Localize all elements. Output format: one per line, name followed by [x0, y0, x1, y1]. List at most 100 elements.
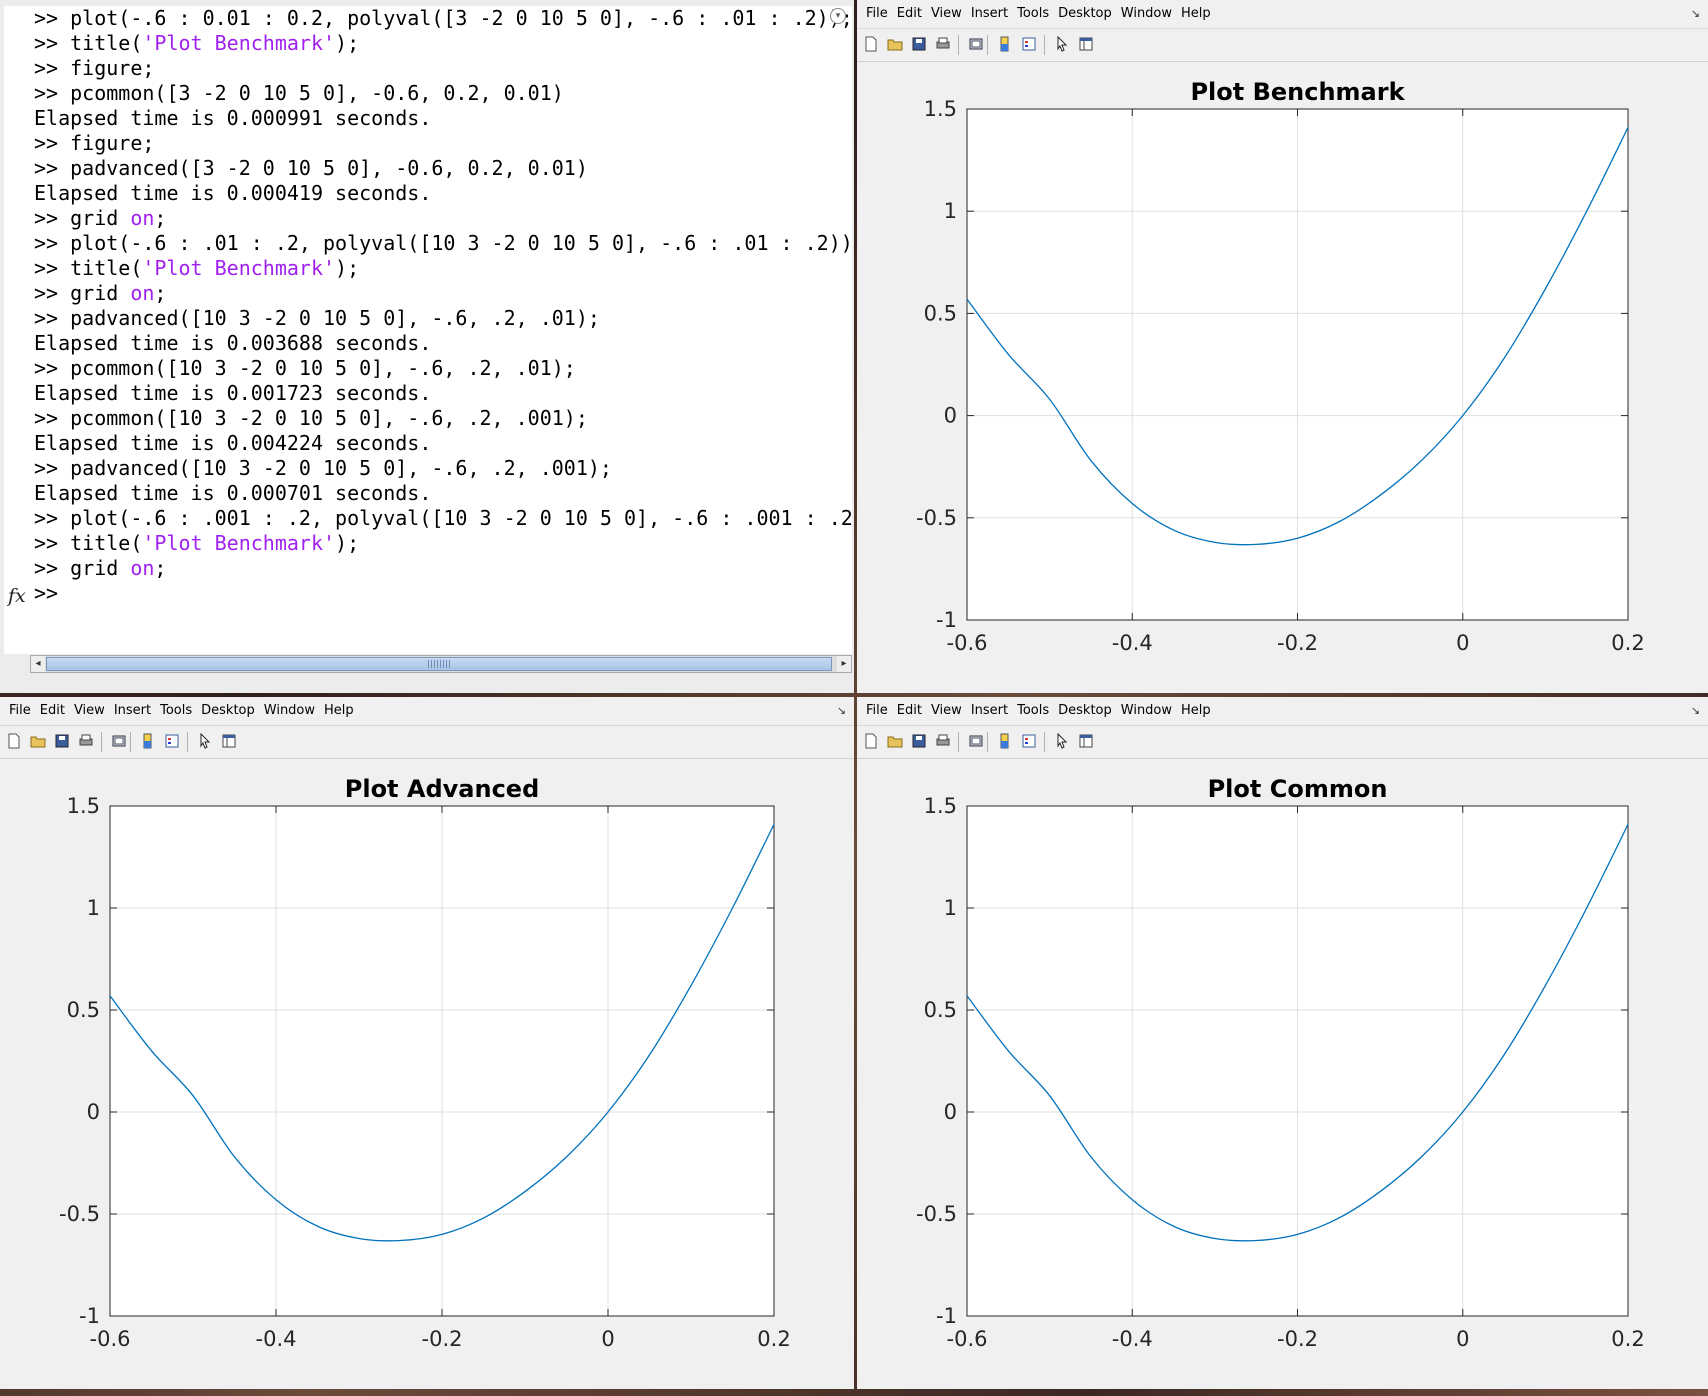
dock-arrow-icon[interactable]: ↘: [1690, 704, 1700, 717]
command-line: >> figure;: [30, 56, 852, 81]
open-file-icon[interactable]: [30, 733, 46, 749]
x-tick-label: 0: [1456, 631, 1469, 655]
axes-box: [966, 805, 1629, 1317]
series-line[interactable]: [109, 824, 775, 1242]
dock-arrow-icon[interactable]: ↘: [836, 704, 846, 717]
new-figure-icon[interactable]: [863, 733, 879, 749]
menu-window[interactable]: Window: [1120, 6, 1173, 21]
command-window[interactable]: >> plot(-.6 : 0.01 : 0.2, polyval([3 -2 …: [0, 0, 854, 693]
legend-icon[interactable]: [1021, 733, 1037, 749]
command-text: >> plot(-.6 : .01 : .2, polyval([10 3 -2…: [34, 231, 852, 255]
command-text: >> grid: [34, 206, 131, 230]
colorbar-icon[interactable]: [140, 733, 156, 749]
menu-insert[interactable]: Insert: [970, 6, 1009, 21]
print-icon[interactable]: [935, 733, 951, 749]
print-icon[interactable]: [78, 733, 94, 749]
property-editor-icon[interactable]: [1078, 36, 1094, 52]
menu-window[interactable]: Window: [263, 703, 316, 718]
series-line[interactable]: [966, 127, 1629, 546]
menu-view[interactable]: View: [930, 703, 962, 718]
print-preview-icon[interactable]: [968, 36, 984, 52]
select-arrow-icon[interactable]: [1054, 35, 1070, 52]
legend-icon[interactable]: [164, 733, 180, 749]
new-figure-icon[interactable]: [6, 733, 22, 749]
menu-help[interactable]: Help: [324, 703, 354, 718]
menu-help[interactable]: Help: [1181, 703, 1211, 718]
menu-edit[interactable]: Edit: [896, 703, 922, 718]
property-editor-icon[interactable]: [221, 733, 237, 749]
command-window-actions-icon[interactable]: ▾: [830, 8, 846, 24]
figure-window-benchmark[interactable]: File Edit View Insert Tools Desktop Window Help…: [857, 0, 1708, 693]
menu-file[interactable]: File: [866, 6, 888, 21]
figure-canvas[interactable]: -0.6 -0.4 -0.2 0 0.2 -1 -0.5 0 0.5 1 1.5 Plot Bench…: [857, 61, 1708, 693]
command-text: >> grid: [34, 556, 131, 580]
x-tick-label: 0: [601, 1327, 614, 1351]
menu-tools[interactable]: Tools: [1017, 6, 1050, 21]
command-line: Elapsed time is 0.001723 seconds.: [30, 381, 852, 406]
figure-window-common[interactable]: File Edit View Insert Tools Desktop Window Help…: [857, 697, 1708, 1389]
menu-edit[interactable]: Edit: [39, 703, 65, 718]
y-tick-label: 0: [944, 1100, 957, 1124]
save-icon[interactable]: [911, 36, 927, 52]
colorbar-icon[interactable]: [997, 733, 1013, 749]
figure-canvas[interactable]: -0.6 -0.4 -0.2 0 0.2 -1 -0.5 0 0.5 1 1.5 Plot Advan…: [0, 758, 854, 1389]
select-arrow-icon[interactable]: [197, 732, 213, 749]
menu-insert[interactable]: Insert: [970, 703, 1009, 718]
scroll-right-icon[interactable]: ▸: [837, 656, 851, 672]
y-tick-label: 1.5: [924, 97, 957, 121]
menu-desktop[interactable]: Desktop: [201, 703, 255, 718]
y-tick-label: 0.5: [67, 998, 100, 1022]
command-text: ;: [154, 281, 167, 305]
print-icon[interactable]: [935, 36, 951, 52]
menu-help[interactable]: Help: [1181, 6, 1211, 21]
command-prompt[interactable]: >>: [30, 581, 852, 606]
command-text: >> figure;: [34, 56, 155, 80]
save-icon[interactable]: [54, 733, 70, 749]
menu-edit[interactable]: Edit: [896, 6, 922, 21]
command-line: Elapsed time is 0.000419 seconds.: [30, 181, 852, 206]
menu-desktop[interactable]: Desktop: [1058, 703, 1112, 718]
dock-arrow-icon[interactable]: ↘: [1690, 7, 1700, 20]
toolbar-separator: [987, 732, 988, 752]
menu-tools[interactable]: Tools: [1017, 703, 1050, 718]
colorbar-icon[interactable]: [997, 36, 1013, 52]
figure-canvas[interactable]: -0.6 -0.4 -0.2 0 0.2 -1 -0.5 0 0.5 1 1.5 Plot Commo…: [857, 758, 1708, 1389]
fx-icon[interactable]: fx: [8, 585, 26, 607]
save-icon[interactable]: [911, 733, 927, 749]
menu-file[interactable]: File: [9, 703, 31, 718]
command-line: >> figure;: [30, 131, 852, 156]
command-output[interactable]: >> plot(-.6 : 0.01 : 0.2, polyval([3 -2 …: [30, 6, 852, 654]
y-tick-label: -1: [936, 608, 957, 632]
property-editor-icon[interactable]: [1078, 733, 1094, 749]
menu-file[interactable]: File: [866, 703, 888, 718]
series-line[interactable]: [966, 824, 1629, 1242]
horizontal-scrollbar[interactable]: ◂ ▸: [30, 655, 852, 673]
command-text: Elapsed time is 0.001723 seconds.: [34, 381, 432, 405]
figure-window-advanced[interactable]: File Edit View Insert Tools Desktop Window Help…: [0, 697, 854, 1389]
menu-window[interactable]: Window: [1120, 703, 1173, 718]
open-file-icon[interactable]: [887, 36, 903, 52]
axes-box: [966, 108, 1629, 621]
menu-view[interactable]: View: [73, 703, 105, 718]
menu-view[interactable]: View: [930, 6, 962, 21]
figure-menubar: File Edit View Insert Tools Desktop Window Help…: [857, 0, 1708, 28]
command-line: >> title('Plot Benchmark');: [30, 256, 852, 281]
open-file-icon[interactable]: [887, 733, 903, 749]
select-arrow-icon[interactable]: [1054, 732, 1070, 749]
menu-insert[interactable]: Insert: [113, 703, 152, 718]
command-line: >> title('Plot Benchmark');: [30, 31, 852, 56]
command-line: >> pcommon([10 3 -2 0 10 5 0], -.6, .2, …: [30, 406, 852, 431]
command-gutter: [4, 6, 30, 654]
legend-icon[interactable]: [1021, 36, 1037, 52]
command-text: Elapsed time is 0.004224 seconds.: [34, 431, 432, 455]
toolbar-separator: [130, 732, 131, 752]
new-figure-icon[interactable]: [863, 36, 879, 52]
menu-desktop[interactable]: Desktop: [1058, 6, 1112, 21]
command-token-kw: on: [130, 281, 155, 305]
print-preview-icon[interactable]: [111, 733, 127, 749]
scroll-left-icon[interactable]: ◂: [31, 656, 45, 672]
scrollbar-thumb[interactable]: [46, 657, 832, 671]
y-tick-label: 0: [87, 1100, 100, 1124]
menu-tools[interactable]: Tools: [160, 703, 193, 718]
print-preview-icon[interactable]: [968, 733, 984, 749]
